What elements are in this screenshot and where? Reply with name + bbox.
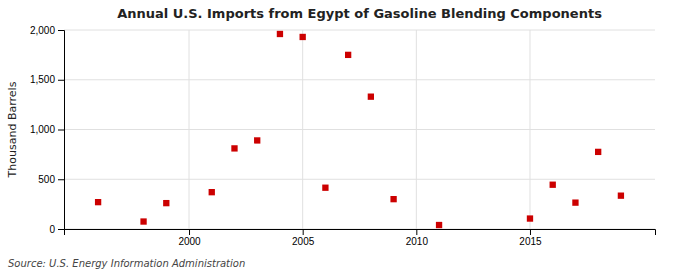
y-tick-label: 1,500: [30, 74, 55, 85]
point: [436, 222, 442, 228]
points: [95, 31, 624, 228]
grid-line-x: [529, 30, 530, 229]
y-tick-mark: [58, 130, 64, 131]
x-tick-mark: [303, 229, 304, 235]
point: [254, 137, 260, 143]
point: [140, 218, 146, 224]
x-tick-mark: [416, 229, 417, 235]
chart: 2000 2005 2010 2015 0 500 1,000 1,500 2,000 Annua…: [0, 0, 675, 275]
point: [95, 199, 101, 205]
y-tick-mark: [58, 80, 64, 81]
point: [368, 94, 374, 100]
x-tick: 2015: [519, 229, 542, 247]
grid-line-y: [64, 179, 655, 180]
y-tick: 500: [38, 174, 64, 185]
y-tick: 0: [49, 224, 64, 235]
x-axis-line: [65, 230, 656, 236]
point: [231, 145, 237, 151]
y-tick-label: 2,000: [30, 25, 55, 36]
title: Annual U.S. Imports from Egypt of Gasoli…: [117, 6, 602, 21]
y-tick-label: 500: [38, 174, 55, 185]
point: [163, 200, 169, 206]
y-axis-title: Thousand Barrels: [6, 81, 19, 178]
point: [209, 189, 215, 195]
y-tick: 1,500: [30, 74, 64, 85]
y-tick-mark: [58, 229, 64, 230]
y-tick-mark: [58, 30, 64, 31]
y-axis-line: [58, 31, 65, 230]
y-tick: 1,000: [30, 124, 64, 135]
x-tick-label: 2010: [406, 236, 429, 247]
point: [277, 31, 283, 37]
x-tick-mark: [189, 229, 190, 235]
y-tick-label: 1,000: [30, 124, 55, 135]
point: [595, 149, 601, 155]
grid-line-y: [64, 129, 655, 130]
point: [527, 215, 533, 221]
point: [300, 34, 306, 40]
point: [322, 185, 328, 191]
grid-line-x: [416, 30, 417, 229]
grid-line-x: [189, 30, 190, 229]
x-tick-label: 2000: [178, 236, 201, 247]
x-axis: 2000 2005 2010 2015: [65, 229, 656, 247]
grid-line-y: [64, 30, 655, 31]
y-tick-mark: [58, 179, 64, 180]
grid: [64, 30, 655, 229]
plot: 2000 2005 2010 2015 0 500 1,000 1,500 2,000: [30, 25, 656, 247]
x-tick: 2000: [178, 229, 201, 247]
x-tick-mark: [530, 229, 531, 235]
point: [550, 182, 556, 188]
x-tick: 2010: [406, 229, 429, 247]
x-tick-label: 2005: [292, 236, 315, 247]
grid-line-y: [64, 79, 655, 80]
y-axis: 0 500 1,000 1,500 2,000: [30, 25, 65, 235]
x-tick-label: 2015: [519, 236, 542, 247]
grid-line-x: [302, 30, 303, 229]
y-tick-label: 0: [49, 224, 55, 235]
point: [345, 52, 351, 58]
x-tick: 2005: [292, 229, 315, 247]
point: [618, 193, 624, 199]
point: [572, 199, 578, 205]
y-tick: 2,000: [30, 25, 64, 36]
source: Source: U.S. Energy Information Administ…: [8, 258, 245, 269]
point: [390, 196, 396, 202]
